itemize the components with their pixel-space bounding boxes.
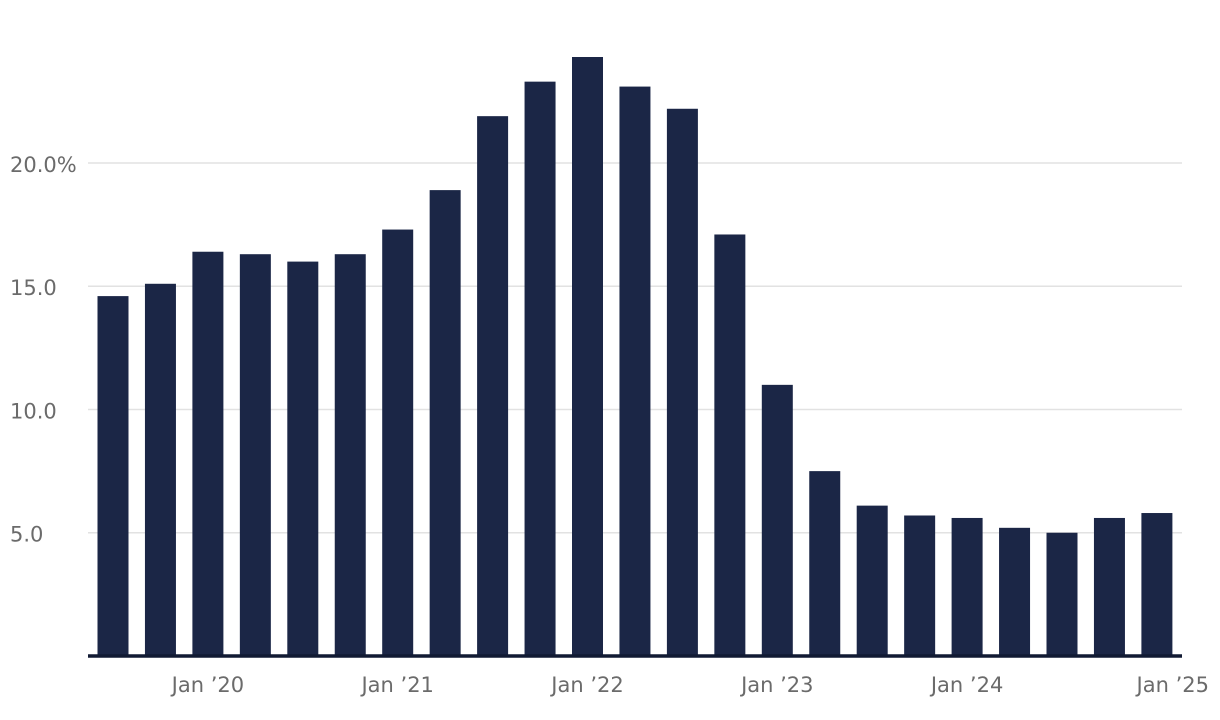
bar [572,57,603,656]
bar [1093,517,1125,656]
bar [999,527,1031,656]
bar [619,86,651,656]
bar [239,254,271,656]
x-tick-label: Jan ’20 [170,673,244,697]
bar [761,384,793,656]
bar [429,190,461,656]
bar [477,116,509,656]
bar [382,229,414,656]
bar [809,471,841,656]
x-axis-ticks: Jan ’20 Jan ’21 Jan ’22 Jan ’23 Jan ’24 Jan ’… [170,673,1209,697]
y-axis-ticks: 5.0 10.0 15.0 20.0% [10,153,77,547]
y-tick-label: 10.0 [10,399,57,423]
bar [144,283,176,656]
bar [1046,532,1078,656]
bar [666,108,698,656]
bar [951,517,983,656]
bar [714,234,746,656]
y-tick-label: 5.0 [10,523,43,547]
bar [97,296,129,656]
y-tick-label: 15.0 [10,276,57,300]
x-tick-label: Jan ’21 [359,673,433,697]
x-tick-label: Jan ’24 [929,673,1003,697]
x-tick-label: Jan ’23 [739,673,813,697]
bar [192,251,224,656]
bar [334,254,366,656]
y-tick-label: 20.0% [10,153,77,177]
bar [856,505,888,656]
bars [97,57,1173,656]
bar [524,81,556,656]
x-tick-label: Jan ’22 [549,673,623,697]
bar [904,515,936,656]
bar [1141,513,1173,656]
bar [287,261,319,656]
x-tick-label: Jan ’25 [1135,673,1209,697]
